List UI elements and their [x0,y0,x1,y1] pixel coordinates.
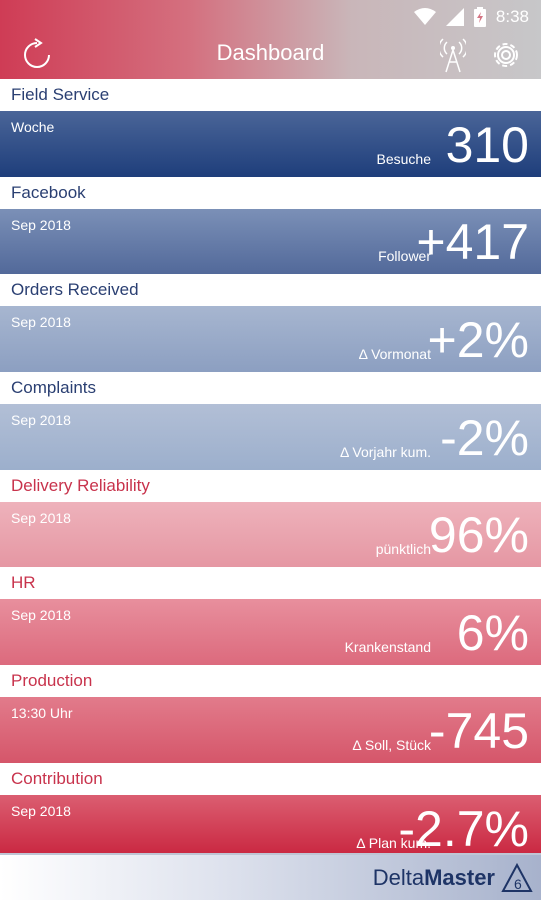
header: 8:38 Dashboard [0,0,541,79]
battery-icon [473,7,486,27]
tile-kpi-value: 96% [428,507,529,564]
tile-kpi-value: -745 [428,702,529,759]
tile-period: Sep 2018 [11,607,71,624]
tile-period: 13:30 Uhr [11,705,73,722]
kpi-tile-field-service[interactable]: Field Service Woche Besuche 310 [0,79,541,177]
antenna-icon[interactable] [438,38,468,74]
tile-title: Facebook [0,176,541,209]
tile-kpi-label: Δ Vorjahr kum. [339,443,431,460]
tile-kpi-value: 6% [456,605,529,662]
tile-period: Sep 2018 [11,412,71,429]
kpi-tile-production[interactable]: Production 13:30 Uhr Δ Soll, Stück -745 [0,665,541,763]
tile-body: Sep 2018 Δ Vormonat +2% [0,306,541,373]
brand-part-delta: Delta [372,865,425,890]
kpi-tile-orders-received[interactable]: Orders Received Sep 2018 Δ Vormonat +2% [0,274,541,373]
kpi-tile-list: Field Service Woche Besuche 310 Facebook… [0,79,541,861]
wifi-icon [413,8,436,26]
tile-body: Sep 2018 Follower +417 [0,208,541,275]
tile-kpi-value: -2% [440,409,529,466]
app-bar: Dashboard [0,34,541,79]
tile-title: Delivery Reliability [0,469,541,502]
kpi-tile-complaints[interactable]: Complaints Sep 2018 Δ Vorjahr kum. -2% [0,372,541,470]
tile-kpi-label: Krankenstand [344,639,431,656]
kpi-tile-contribution[interactable]: Contribution Sep 2018 Δ Plan kum. -2.7% [0,762,541,861]
page-title: Dashboard [216,40,325,65]
signal-icon [445,8,464,26]
tile-period: Sep 2018 [11,314,71,331]
tile-kpi-label: Δ Plan kum. [356,834,431,851]
tile-kpi-value: +2% [427,312,529,369]
tile-kpi-value: -2.7% [398,800,529,857]
tile-title: Contribution [0,762,541,795]
status-time: 8:38 [495,7,529,26]
tile-kpi-label: pünktlich [375,541,431,558]
tile-body: Sep 2018 Δ Vorjahr kum. -2% [0,404,541,470]
tile-period: Sep 2018 [11,216,71,233]
footer: DeltaMaster 6 [0,853,541,900]
tile-period: Sep 2018 [11,802,71,819]
tile-period: Woche [11,119,55,135]
kpi-tile-delivery-reliability[interactable]: Delivery Reliability Sep 2018 pünktlich … [0,469,541,568]
tile-body: Sep 2018 Δ Plan kum. -2.7% [0,794,541,861]
tile-period: Sep 2018 [11,509,71,526]
brand-part-master: Master [424,865,495,890]
tile-kpi-value: 310 [445,116,529,173]
tile-title: Field Service [0,79,541,111]
tile-title: Complaints [0,372,541,405]
tile-body: Sep 2018 Krankenstand 6% [0,599,541,666]
tile-title: Production [0,665,541,698]
tile-body: Woche Besuche 310 [0,111,541,177]
refresh-icon[interactable] [20,38,54,72]
deltamaster-logo-icon: 6 [501,862,533,893]
tile-body: 13:30 Uhr Δ Soll, Stück -745 [0,697,541,763]
kpi-tile-hr[interactable]: HR Sep 2018 Krankenstand 6% [0,567,541,666]
tile-title: Orders Received [0,274,541,307]
tile-kpi-label: Follower [378,248,431,265]
kpi-tile-facebook[interactable]: Facebook Sep 2018 Follower +417 [0,176,541,275]
tile-kpi-label: Δ Soll, Stück [352,736,431,753]
gear-icon[interactable] [488,37,524,73]
tile-body: Sep 2018 pünktlich 96% [0,501,541,568]
tile-kpi-label: Besuche [376,150,431,167]
brand-version: 6 [514,876,522,892]
tile-title: HR [0,567,541,600]
status-bar: 8:38 [0,0,541,34]
tile-kpi-label: Δ Vormonat [358,346,431,363]
tile-kpi-value: +417 [416,214,529,271]
brand-logo-text: DeltaMaster [373,865,495,891]
